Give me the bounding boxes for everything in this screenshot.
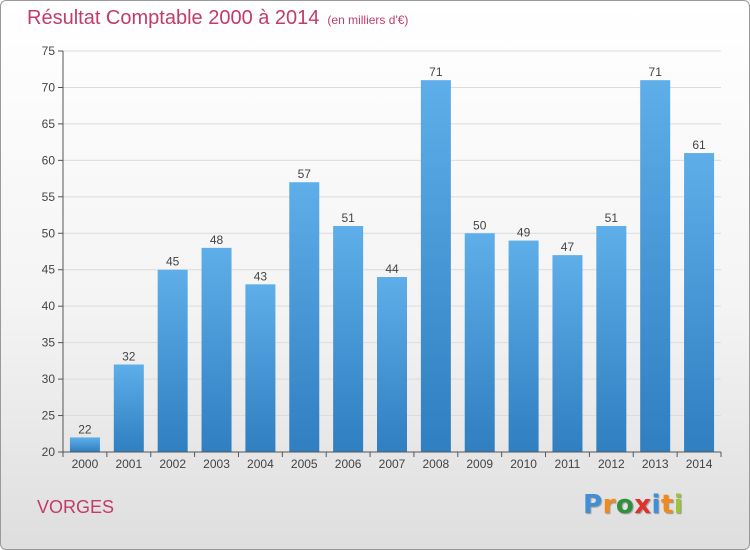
x-tick-label-2008: 2008: [423, 457, 450, 471]
proxiti-logo: Proxiti: [583, 490, 683, 520]
bar-2014: [684, 153, 715, 452]
bar-2013: [640, 80, 671, 452]
x-tick-label-2014: 2014: [686, 457, 713, 471]
y-tick-label-30: 30: [42, 372, 56, 386]
x-tick-label-2006: 2006: [335, 457, 362, 471]
logo-letter-3: x: [634, 490, 652, 520]
data-label-2002: 45: [166, 255, 180, 269]
y-tick-label-25: 25: [42, 409, 56, 423]
bar-2010: [508, 240, 539, 452]
logo-letter-1: r: [602, 490, 616, 520]
bars: [69, 80, 715, 452]
data-label-2011: 47: [561, 240, 575, 254]
y-tick-label-75: 75: [42, 44, 56, 58]
data-label-2012: 51: [605, 211, 619, 225]
x-tick-label-2007: 2007: [379, 457, 406, 471]
logo-letter-5: t: [660, 490, 674, 520]
x-axis-ticks: 2000 2001 2002 2003 2004 2005 2006 2007 2008 2009…: [62, 452, 722, 471]
data-label-2010: 49: [517, 226, 531, 240]
y-tick-label-60: 60: [42, 153, 56, 167]
bar-2004: [245, 284, 276, 452]
y-tick-label-45: 45: [42, 263, 56, 277]
x-tick-label-2004: 2004: [247, 457, 274, 471]
data-label-2005: 57: [298, 167, 312, 181]
logo-letter-2: o: [615, 490, 635, 520]
bar-2006: [333, 225, 364, 452]
city-name: VORGES: [37, 497, 115, 517]
x-tick-label-2001: 2001: [115, 457, 142, 471]
data-label-2001: 32: [122, 350, 136, 364]
x-tick-label-2002: 2002: [159, 457, 186, 471]
chart-title-text: Résultat Comptable 2000 à 2014: [27, 7, 320, 29]
x-tick-label-2010: 2010: [510, 457, 537, 471]
x-tick-label-2005: 2005: [291, 457, 318, 471]
data-label-2009: 50: [473, 218, 487, 232]
data-label-2014: 61: [692, 138, 706, 152]
chart-title: Résultat Comptable 2000 à 2014 (en millie…: [27, 7, 408, 30]
x-tick-label-2013: 2013: [642, 457, 669, 471]
logo-letter-6: i: [673, 490, 684, 520]
x-tick-label-2009: 2009: [466, 457, 493, 471]
bar-2011: [552, 255, 583, 452]
logo-letter-0: P: [583, 490, 603, 520]
y-tick-label-40: 40: [42, 299, 56, 313]
y-axis-ticks: 20 25 30 35 40 45 50 55 60 65 70 75: [42, 44, 63, 459]
y-tick-label-35: 35: [42, 336, 56, 350]
x-tick-label-2000: 2000: [72, 457, 99, 471]
bar-2007: [377, 277, 407, 452]
bar-2005: [289, 182, 320, 452]
bar-2000: [69, 437, 100, 452]
logo-letter-4: i: [651, 490, 661, 520]
x-tick-label-2003: 2003: [203, 457, 230, 471]
chart-unit: (en milliers d'€): [327, 13, 409, 27]
bar-2001: [113, 364, 144, 452]
y-tick-label-20: 20: [42, 445, 56, 459]
y-tick-label-50: 50: [42, 226, 56, 240]
data-label-2004: 43: [254, 269, 268, 283]
y-tick-label-65: 65: [42, 117, 56, 131]
data-label-2013: 71: [649, 65, 663, 79]
y-tick-label-55: 55: [42, 190, 56, 204]
data-label-2006: 51: [341, 211, 355, 225]
data-label-2008: 71: [429, 65, 443, 79]
bar-2002: [157, 269, 188, 452]
data-label-2000: 22: [78, 422, 92, 436]
x-tick-label-2012: 2012: [598, 457, 625, 471]
bar-2012: [596, 225, 627, 452]
bar-2009: [464, 233, 495, 452]
x-tick-label-2011: 2011: [555, 457, 581, 471]
data-label-2003: 48: [210, 233, 224, 247]
axes: [62, 51, 721, 453]
bar-2003: [201, 247, 232, 452]
data-label-2007: 44: [385, 262, 399, 276]
bar-2008: [420, 80, 451, 452]
data-labels: 22 32 45 48 43 57 51 44 71 50 49 47 51 71 61: [78, 65, 706, 436]
y-tick-label-70: 70: [42, 80, 56, 94]
